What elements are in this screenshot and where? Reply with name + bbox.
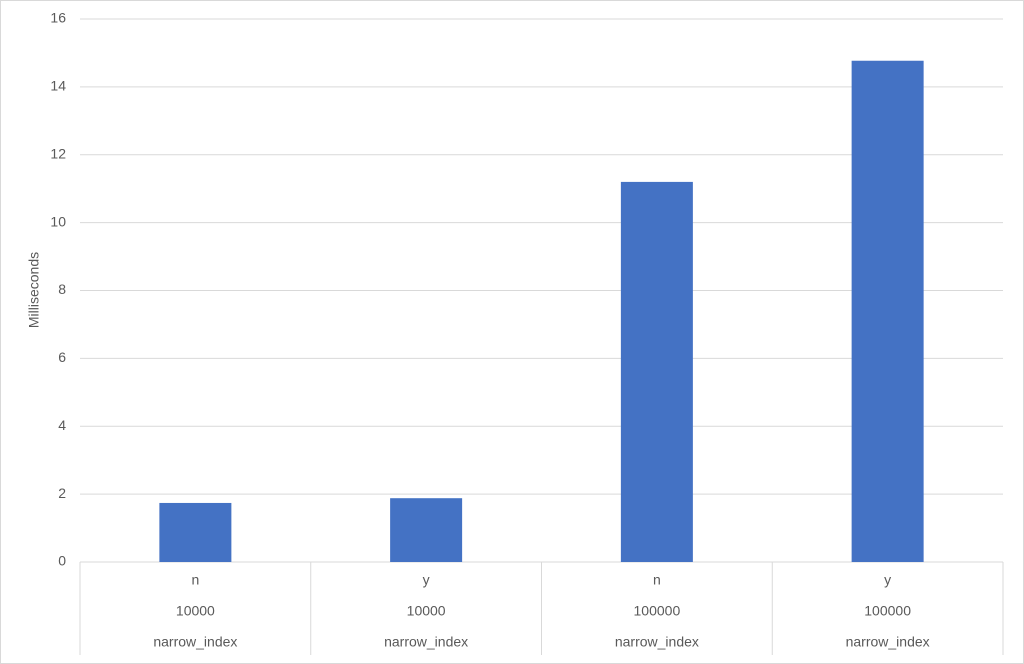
y-tick-label: 4 xyxy=(58,417,66,433)
y-tick-label: 0 xyxy=(58,553,66,569)
bar xyxy=(620,181,693,562)
x-group-label: 10000 xyxy=(407,603,446,619)
x-group-label: narrow_index xyxy=(384,634,468,650)
y-tick-label: 14 xyxy=(50,78,66,94)
x-tick-label: n xyxy=(191,572,199,588)
y-tick-label: 16 xyxy=(50,10,66,26)
x-tick-label: n xyxy=(653,572,661,588)
x-group-label: narrow_index xyxy=(615,634,699,650)
y-tick-label: 2 xyxy=(58,485,66,501)
y-tick-label: 6 xyxy=(58,349,66,365)
y-axis-label: Milliseconds xyxy=(26,252,42,328)
x-tick-label: y xyxy=(423,572,430,588)
x-group-label: 100000 xyxy=(634,603,681,619)
x-group-label: narrow_index xyxy=(153,634,237,650)
y-tick-label: 8 xyxy=(58,281,66,297)
x-tick-label: y xyxy=(884,572,891,588)
x-group-label: 10000 xyxy=(176,603,215,619)
bar xyxy=(851,60,924,562)
bar xyxy=(390,498,463,562)
bar xyxy=(159,502,232,562)
y-tick-label: 10 xyxy=(50,213,66,229)
x-group-label: 100000 xyxy=(864,603,911,619)
x-group-label: narrow_index xyxy=(846,634,930,650)
y-tick-label: 12 xyxy=(50,145,66,161)
